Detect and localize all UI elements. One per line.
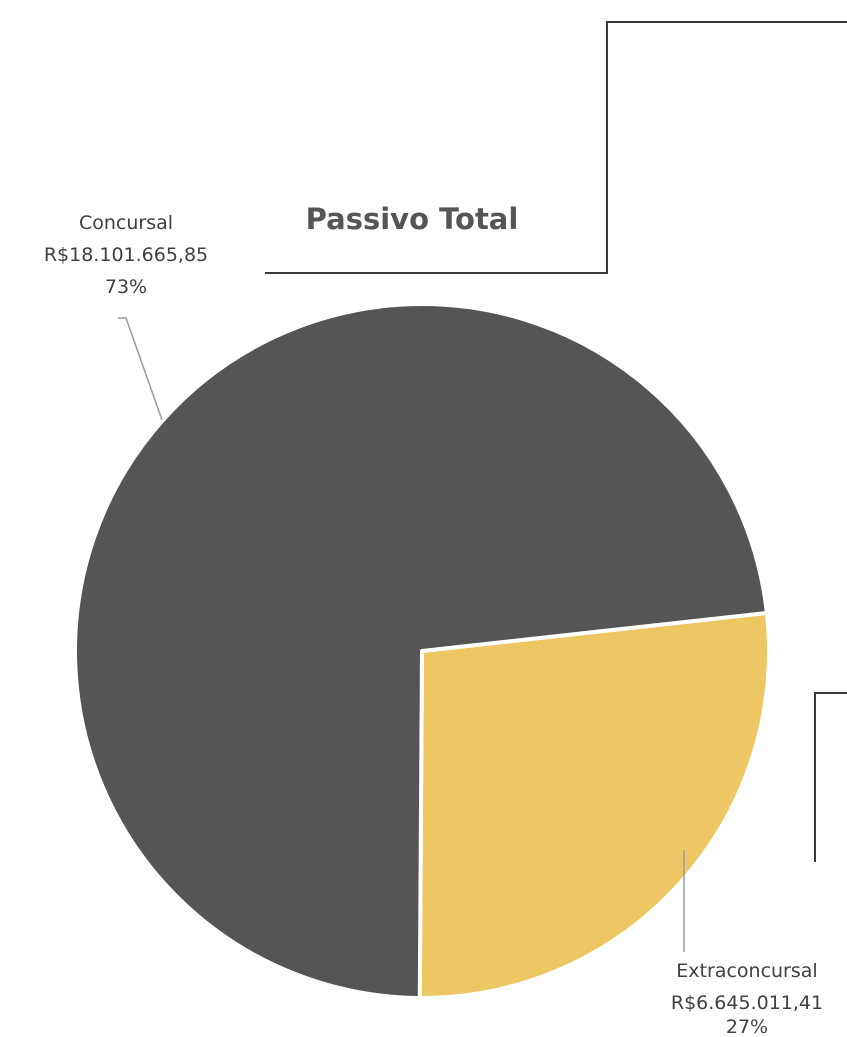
frame-line-top [265, 21, 847, 274]
pie-slice-extraconcursal [417, 610, 771, 1000]
leader-line-concursal [118, 317, 163, 421]
chart-title: Passivo Total [306, 202, 519, 236]
pie-slices [72, 302, 771, 1000]
pie-slice-concursal [72, 302, 769, 1000]
slice-label-extraconcursal-percent: 27% [726, 1016, 768, 1037]
slice-label-extraconcursal-name: Extraconcursal [676, 960, 817, 982]
slice-label-concursal-name: Concursal [79, 212, 173, 234]
frame-line-right [814, 692, 847, 862]
slice-label-concursal-percent: 73% [105, 276, 147, 298]
slice-label-extraconcursal: Extraconcursal R$6.645.011,41 27% [671, 960, 823, 1037]
slice-label-extraconcursal-value: R$6.645.011,41 [671, 992, 823, 1014]
slice-label-concursal-value: R$18.101.665,85 [44, 244, 208, 266]
slice-label-concursal: Concursal R$18.101.665,85 73% [44, 212, 208, 298]
